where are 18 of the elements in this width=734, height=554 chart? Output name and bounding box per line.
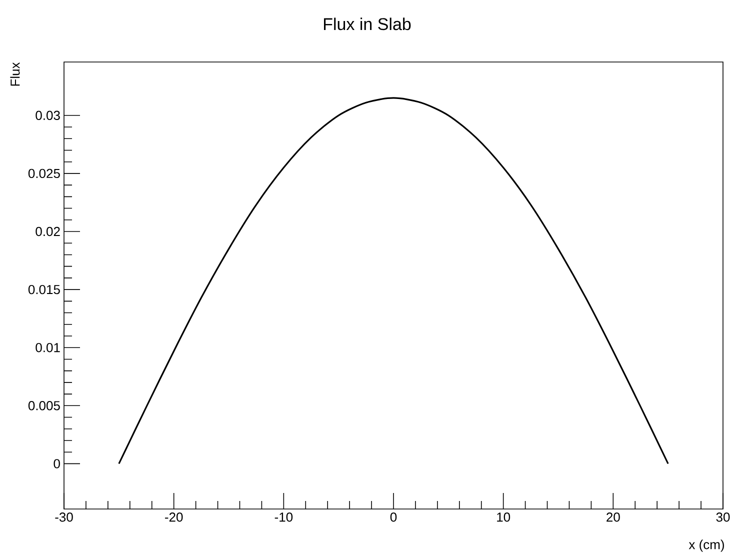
y-tick-label: 0.015 — [28, 284, 60, 294]
x-tick-label: 30 — [716, 512, 730, 522]
x-tick-label: 0 — [390, 512, 397, 522]
chart-title: Flux in Slab — [324, 18, 411, 30]
x-tick-label: 20 — [606, 512, 620, 522]
y-tick-label: 0.025 — [28, 168, 60, 178]
y-tick-label: 0.01 — [36, 343, 60, 352]
y-tick-label: 0.005 — [28, 401, 60, 410]
y-tick-label: 0 — [54, 459, 60, 468]
x-axis-title: x (cm) — [688, 540, 724, 552]
x-tick-label: 10 — [497, 512, 510, 522]
line-series — [118, 97, 669, 465]
x-tick-label: -10 — [274, 512, 293, 522]
y-axis-title: Flux — [10, 62, 20, 86]
x-tick-label: -30 — [55, 512, 73, 522]
y-tick-label: 0.03 — [36, 110, 60, 120]
x-tick-label: -20 — [165, 512, 183, 522]
y-tick-label: 0.02 — [36, 226, 60, 236]
